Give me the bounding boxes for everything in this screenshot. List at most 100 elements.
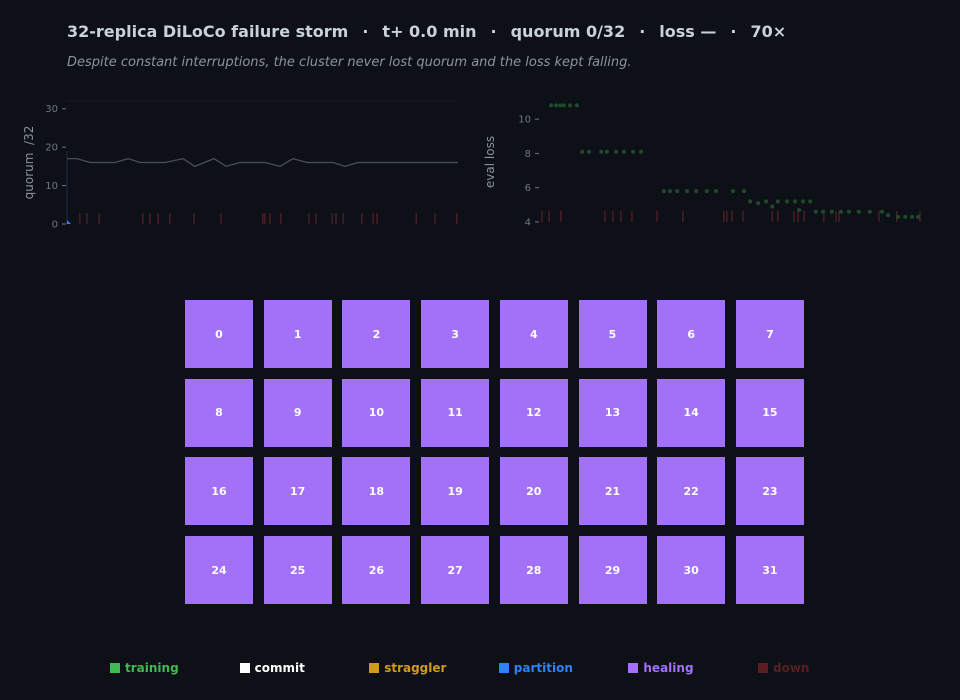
y-tick-label: 0 — [52, 220, 58, 231]
replica-cell: 21 — [578, 457, 647, 526]
title-separator: · — [639, 22, 646, 41]
loss-point — [764, 199, 769, 204]
replica-cell: 4 — [499, 300, 568, 368]
loss-point — [568, 103, 573, 108]
loss-point — [604, 149, 609, 154]
replica-cell: 24 — [185, 536, 253, 605]
loss-point — [742, 189, 747, 194]
y-tick-label: 10 — [45, 181, 58, 192]
replica-cell: 15 — [735, 378, 804, 447]
loss-point — [770, 204, 775, 209]
legend-item: training — [110, 661, 179, 675]
legend-swatch — [239, 663, 250, 673]
legend-swatch — [498, 663, 509, 673]
legend-label: partition — [513, 661, 573, 675]
replica-cell: 0 — [185, 300, 253, 368]
loss-point — [910, 214, 915, 219]
replica-cell: 16 — [185, 457, 253, 526]
replica-cell: 6 — [657, 300, 726, 368]
replica-cell: 22 — [657, 457, 726, 526]
replica-cell: 25 — [263, 536, 332, 605]
legend-item: commit — [239, 661, 305, 675]
loss-point — [549, 103, 554, 108]
title-separator: · — [490, 22, 497, 41]
loss-point — [713, 189, 718, 194]
replica-cell: 5 — [578, 300, 647, 368]
replica-cell: 23 — [735, 457, 804, 526]
replica-cell: 20 — [499, 457, 568, 526]
loss-point — [667, 189, 672, 194]
legend-swatch — [758, 663, 768, 673]
replica-cell: 9 — [263, 378, 332, 447]
loss-point — [580, 149, 585, 154]
replica-cell: 17 — [263, 457, 332, 526]
replica-cell: 3 — [421, 300, 490, 368]
y-axis-label: eval loss — [483, 136, 497, 188]
legend-swatch — [369, 663, 380, 673]
title-separator: · — [362, 22, 369, 41]
legend-label: down — [773, 661, 810, 675]
loss-point — [748, 199, 753, 204]
legend-swatch — [110, 663, 120, 673]
loss-point — [856, 209, 861, 214]
replica-cell: 13 — [578, 378, 647, 447]
loss-point — [599, 149, 604, 154]
replica-cell: 27 — [421, 536, 490, 605]
loss-point — [895, 214, 900, 219]
loss-point — [813, 209, 818, 214]
replica-cell: 31 — [735, 536, 804, 605]
legend-item: straggler — [369, 661, 446, 675]
title-part: t+ 0.0 min — [382, 22, 477, 41]
y-tick-label: 8 — [525, 149, 531, 160]
title-separator: · — [730, 22, 737, 41]
legend-label: commit — [254, 661, 305, 675]
y-tick-label: 6 — [525, 183, 531, 194]
loss-point — [797, 208, 802, 212]
loss-point — [704, 189, 709, 194]
charts: 0 10 20 30 quorum /32 4 6 8 10 eval loss — [22, 100, 921, 231]
loss-point — [785, 199, 789, 204]
replica-cell: 8 — [185, 378, 253, 447]
replica-cell: 7 — [735, 300, 804, 368]
loss-point — [829, 209, 834, 214]
loss-point — [916, 214, 921, 219]
replica-cell: 11 — [421, 378, 490, 447]
title: 32-replica DiLoCo failure storm · t+ 0.0 m… — [67, 22, 786, 41]
y-tick-label: 30 — [45, 104, 58, 115]
loss-point — [821, 209, 826, 214]
loss-point — [792, 199, 797, 204]
legend-label: healing — [643, 661, 694, 675]
subtitle: Despite constant interruptions, the clus… — [67, 55, 632, 70]
loss-point — [867, 209, 872, 214]
loss-point — [694, 189, 699, 194]
y-axis-label: quorum /32 — [22, 126, 36, 200]
loss-point — [553, 103, 558, 108]
y-tick-label: 20 — [45, 143, 58, 154]
loss-point — [574, 103, 579, 108]
loss-point — [675, 189, 680, 194]
loss-point — [639, 149, 644, 154]
loss-point — [685, 189, 690, 194]
y-tick-label: 10 — [518, 115, 531, 126]
loss-point — [661, 189, 666, 194]
replica-cell: 30 — [657, 536, 726, 605]
legend-label: straggler — [384, 661, 447, 675]
title-part: 70× — [750, 22, 787, 41]
legend-swatch — [628, 663, 639, 673]
legend-item: partition — [498, 661, 573, 675]
loss-point — [614, 149, 618, 154]
loss-point — [587, 149, 592, 154]
loss-point — [621, 149, 626, 154]
legend-item: down — [758, 661, 809, 675]
replica-cell: 26 — [342, 536, 411, 605]
loss-point — [886, 213, 891, 218]
loss-point — [903, 214, 908, 219]
y-tick-label: 4 — [525, 218, 531, 229]
replica-cell: 14 — [657, 378, 726, 447]
loss-point — [756, 201, 761, 206]
loss-point — [558, 103, 563, 108]
loss-point — [846, 209, 851, 214]
replica-cell: 28 — [499, 536, 568, 605]
title-part: quorum 0/32 — [510, 22, 626, 41]
